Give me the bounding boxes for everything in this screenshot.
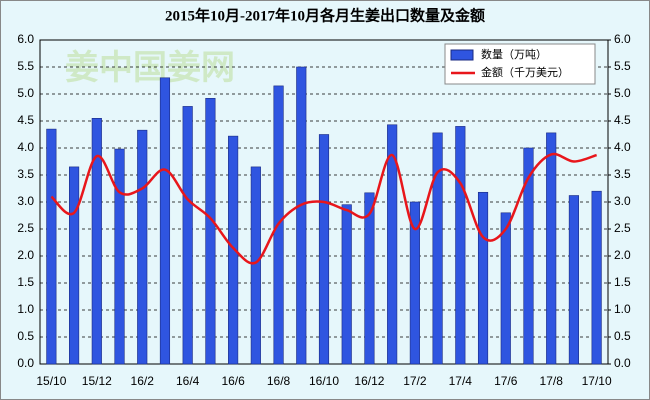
y2-tick-label: 1.0 (614, 302, 631, 316)
y2-tick-label: 0.5 (614, 329, 631, 343)
y2-tick-label: 2.5 (614, 221, 631, 235)
x-tick-label: 17/2 (403, 374, 427, 388)
bar (296, 66, 307, 365)
y2-tick-label: 2.0 (614, 248, 631, 262)
bar (250, 166, 261, 365)
x-tick-label: 17/4 (449, 374, 473, 388)
watermark: 姜中国姜网 (65, 49, 235, 87)
y-tick-label: 5.5 (17, 59, 34, 73)
bar (318, 134, 330, 365)
y-tick-label: 2.0 (17, 248, 34, 262)
x-tick-label: 16/2 (131, 374, 155, 388)
bar (228, 135, 239, 365)
bar (477, 191, 489, 365)
legend-label: 金额（千万美元） (481, 65, 569, 79)
y2-tick-label: 5.0 (614, 86, 631, 100)
y-tick-label: 0.5 (17, 329, 34, 343)
y-tick-label: 6.0 (17, 32, 34, 46)
bar (46, 128, 57, 365)
bar (409, 201, 420, 365)
bar (500, 212, 511, 365)
chart-title: 2015年10月-2017年10月各月生姜出口数量及金额 (165, 6, 485, 24)
x-tick-label: 17/10 (582, 374, 612, 388)
y-tick-label: 0.0 (17, 356, 34, 370)
x-tick-label: 15/12 (82, 374, 112, 388)
bar (432, 132, 443, 365)
y2-tick-label: 6.0 (614, 32, 631, 46)
x-tick-label: 17/6 (494, 374, 518, 388)
bar (387, 124, 398, 365)
bar (568, 195, 579, 365)
bar (205, 98, 216, 365)
y-tick-label: 4.5 (17, 113, 34, 127)
line (50, 152, 598, 265)
y-tick-label: 3.5 (17, 167, 34, 181)
bar (137, 129, 148, 365)
x-tick-label: 15/10 (36, 374, 66, 388)
y-tick-label: 2.5 (17, 221, 34, 235)
y2-tick-label: 4.0 (614, 140, 631, 154)
bar (546, 132, 557, 365)
x-tick-label: 16/4 (176, 374, 200, 388)
x-tick-label: 16/6 (221, 374, 245, 388)
y-tick-label: 1.0 (17, 302, 34, 316)
y2-tick-label: 1.5 (614, 275, 631, 289)
x-tick-label: 17/8 (540, 374, 564, 388)
bar (114, 148, 125, 365)
y-tick-label: 3.0 (17, 194, 34, 208)
x-tick-label: 16/8 (267, 374, 291, 388)
y2-tick-label: 5.5 (614, 59, 631, 73)
bar (455, 126, 466, 365)
bar (159, 77, 171, 365)
bar (341, 204, 352, 365)
y-tick-label: 4.0 (17, 140, 34, 154)
bar (591, 190, 602, 365)
y2-tick-label: 0.0 (614, 356, 631, 370)
legend-swatch (450, 49, 474, 61)
bar (523, 147, 534, 365)
bar (182, 106, 193, 365)
bar (69, 166, 80, 365)
legend-label: 数量（万吨） (481, 48, 547, 61)
y2-tick-label: 3.5 (614, 167, 631, 181)
y2-tick-label: 4.5 (614, 113, 631, 127)
y2-tick-label: 3.0 (614, 194, 631, 208)
x-tick-label: 16/10 (309, 374, 339, 388)
y-tick-label: 1.5 (17, 275, 34, 289)
bar (364, 192, 375, 365)
bar (91, 118, 102, 365)
y-tick-label: 5.0 (17, 86, 34, 100)
x-tick-label: 16/12 (354, 374, 384, 388)
